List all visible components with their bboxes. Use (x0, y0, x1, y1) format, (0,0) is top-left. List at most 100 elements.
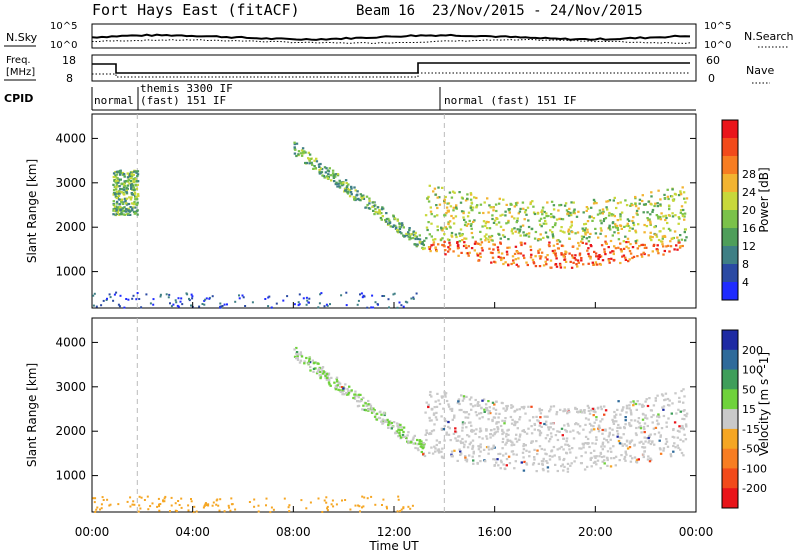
power-noise-cell (105, 299, 108, 301)
power-colorbar-swatch-9 (722, 282, 738, 301)
velocity-echo-cell (630, 439, 634, 442)
velocity-echo-cell (461, 441, 464, 444)
power-echo-cell (587, 247, 590, 250)
power-echo-cell (530, 253, 533, 256)
power-echo-cell (538, 265, 542, 268)
velocity-echo-cell (616, 426, 619, 429)
velocity-echo-cell (346, 388, 349, 391)
power-echo-cell (444, 214, 447, 217)
power-echo-cell (332, 173, 336, 176)
velocity-echo-cell (584, 451, 587, 454)
power-echo-cell (678, 246, 682, 249)
power-echo-cell (612, 252, 615, 256)
freq-series (92, 62, 690, 74)
velocity-echo-cell (472, 462, 475, 465)
velocity-echo-cell (465, 411, 468, 414)
power-echo-cell (114, 171, 117, 174)
power-echo-cell (666, 244, 670, 247)
power-echo-cell (122, 193, 125, 196)
velocity-colorbar-swatch-0 (722, 330, 738, 351)
power-echo-cell (313, 165, 316, 168)
power-echo-cell (329, 174, 332, 177)
power-echo-cell (423, 239, 426, 242)
velocity-echo-cell (474, 432, 477, 435)
power-echo-cell (632, 221, 635, 224)
velocity-echo-cell (339, 385, 342, 388)
power-echo-cell (667, 204, 671, 207)
velocity-noise-cell (257, 510, 260, 513)
velocity-echo-cell (418, 442, 421, 445)
power-echo-cell (453, 191, 456, 194)
power-echo-cell (634, 195, 637, 199)
velocity-echo-cell (678, 396, 681, 399)
velocity-echo-cell (512, 453, 515, 456)
power-noise-cell (159, 295, 162, 298)
power-echo-cell (587, 262, 590, 265)
power-echo-cell (456, 245, 460, 248)
velocity-echo-cell (511, 405, 515, 408)
velocity-echo-cell (314, 361, 318, 364)
power-echo-cell (512, 261, 515, 264)
power-echo-cell (679, 234, 682, 237)
power-echo-cell (136, 201, 139, 204)
power-echo-cell (114, 179, 118, 182)
power-echo-cell (641, 199, 644, 203)
velocity-echo-cell (646, 417, 649, 420)
power-echo-cell (398, 227, 402, 230)
velocity-echo-cell (620, 436, 623, 439)
velocity-echo-cell (598, 426, 601, 429)
power-echo-cell (293, 146, 296, 149)
velocity-echo-cell (372, 410, 375, 413)
power-echo-cell (490, 261, 493, 264)
power-echo-cell (466, 197, 469, 200)
power-echo-cell (523, 242, 527, 245)
velocity-echo-cell (504, 409, 507, 412)
power-echo-cell (401, 224, 404, 227)
velocity-echo-cell (586, 404, 590, 407)
power-echo-cell (631, 246, 635, 249)
velocity-echo-cell (530, 441, 533, 444)
power-echo-cell (500, 252, 504, 255)
power-noise-cell (185, 292, 188, 295)
velocity-echo-cell (643, 422, 647, 425)
velocity-echo-cell (489, 433, 493, 436)
velocity-echo-cell (662, 405, 666, 408)
power-echo-cell (458, 191, 461, 194)
velocity-colorbar-tick-2: 50 (742, 383, 756, 396)
power-echo-cell (490, 234, 494, 238)
velocity-echo-cell (487, 445, 490, 448)
power-echo-cell (356, 193, 359, 196)
power-noise-cell (297, 304, 300, 307)
velocity-colorbar-frame (721, 329, 739, 509)
power-noise-cell (326, 304, 329, 307)
power-echo-cell (130, 175, 134, 178)
velocity-echo-cell (649, 457, 652, 460)
velocity-echo-cell (679, 410, 682, 413)
power-echo-cell (523, 211, 527, 214)
velocity-echo-cell (360, 398, 363, 401)
velocity-echo-cell (471, 446, 475, 449)
power-echo-cell (671, 188, 674, 191)
power-echo-cell (374, 207, 377, 211)
velocity-echo-cell (373, 409, 376, 412)
velocity-echo-cell (602, 428, 606, 432)
velocity-echo-cell (465, 458, 469, 461)
velocity-echo-cell (609, 438, 612, 441)
power-echo-cell (638, 198, 642, 201)
power-echo-cell (400, 232, 403, 235)
power-noise-cell (203, 299, 206, 302)
power-echo-cell (125, 191, 128, 194)
power-echo-cell (507, 264, 510, 267)
power-echo-cell (402, 226, 405, 229)
power-echo-cell (445, 206, 449, 209)
velocity-echo-cell (655, 419, 659, 422)
velocity-noise-cell (140, 496, 143, 499)
velocity-echo-cell (487, 400, 490, 403)
power-echo-cell (479, 230, 482, 233)
power-echo-cell (332, 176, 336, 179)
velocity-echo-cell (466, 434, 469, 437)
power-echo-cell (683, 197, 686, 200)
power-echo-cell (119, 170, 122, 173)
velocity-noise-cell (129, 505, 132, 508)
velocity-echo-cell (295, 357, 298, 360)
